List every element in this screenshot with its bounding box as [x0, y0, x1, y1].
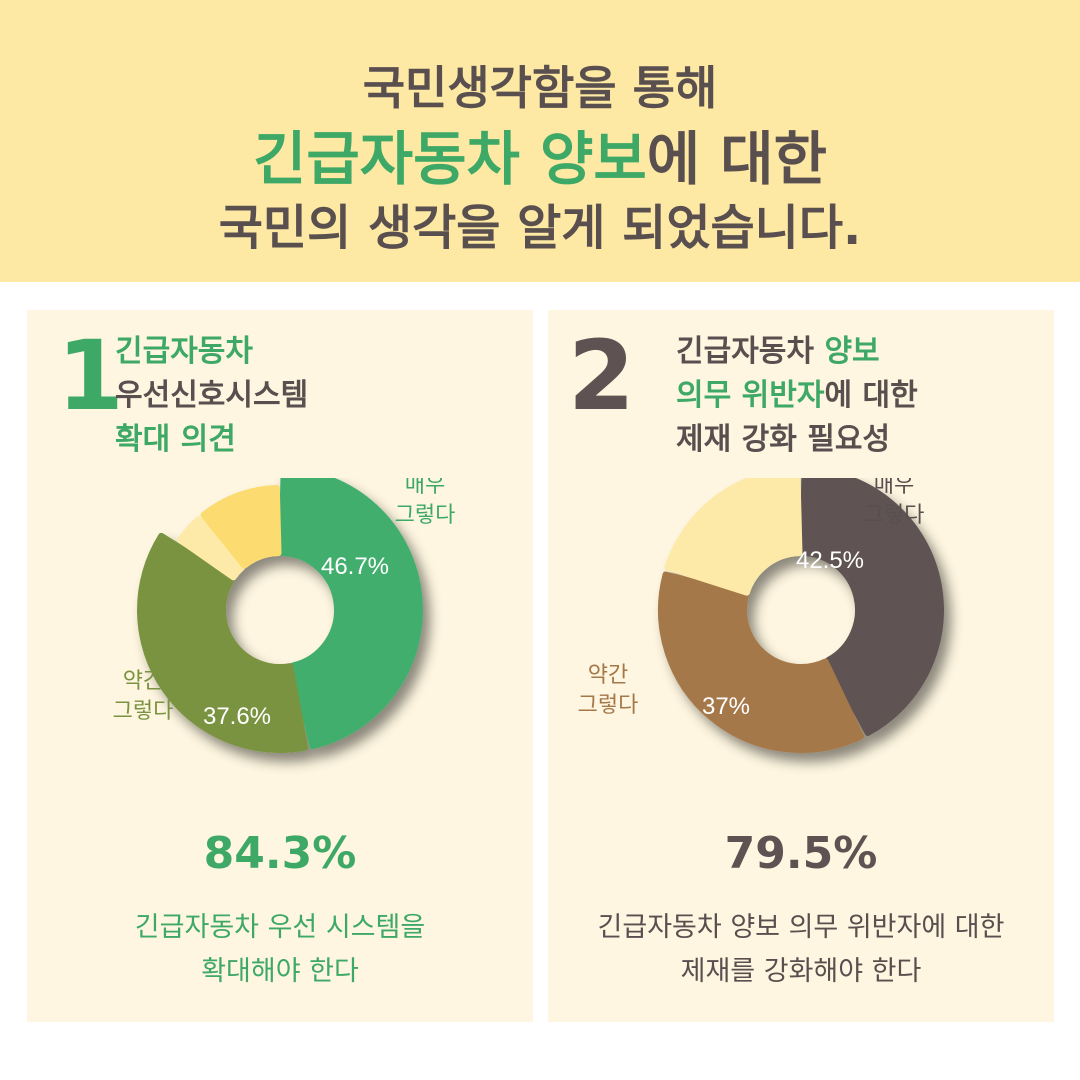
panel-1-description: 긴급자동차 우선 시스템을 확대해야 한다 [27, 906, 533, 994]
donut-1-slice-4 [200, 485, 282, 569]
donut-1-slice-2 [137, 532, 309, 753]
header-line-2-rest: 에 대한 [646, 125, 827, 193]
panel-2-number: 2 [568, 320, 635, 432]
panel-2-desc-line-1: 긴급자동차 양보 의무 위반자에 대한 [597, 912, 1005, 943]
donut-1-slice-1 [278, 478, 423, 750]
panel-2-title-2a: 의무 위반자 [676, 378, 825, 413]
panel-2-title: 긴급자동차 양보 의무 위반자에 대한 제재 강화 필요성 [676, 330, 918, 462]
header-line-2: 긴급자동차 양보에 대한 [0, 112, 1080, 196]
panel-2: 2 긴급자동차 양보 의무 위반자에 대한 제재 강화 필요성 42.5% 37%… [548, 310, 1054, 1022]
panel-1-desc-line-2: 확대해야 한다 [201, 956, 359, 987]
donut-2-slice-2 [658, 571, 865, 753]
panel-2-title-line-2: 의무 위반자에 대한 [676, 374, 918, 418]
panel-1-title: 긴급자동차 우선신호시스템 확대 의견 [115, 330, 308, 462]
donut-2-category-label-2: 약간 그렇다 [578, 663, 639, 718]
panel-2-title-line-1: 긴급자동차 양보 [676, 330, 918, 374]
panel-1-title-line-1: 긴급자동차 [115, 334, 253, 369]
header-banner: 국민생각함을 통해 긴급자동차 양보에 대한 국민의 생각을 알게 되었습니다. [0, 0, 1080, 282]
donut-2-value-label-2: 37% [702, 693, 750, 720]
panel-2-title-2b: 에 대한 [824, 378, 918, 413]
donut-2-value-label-1: 42.5% [796, 547, 864, 574]
panel-2-title-1a: 긴급자동차 [676, 334, 825, 369]
header-highlight: 긴급자동차 양보 [253, 125, 647, 193]
panel-2-description: 긴급자동차 양보 의무 위반자에 대한 제재를 강화해야 한다 [548, 906, 1054, 994]
donut-2-slice-3 [664, 478, 803, 596]
panel-1-total: 84.3% [203, 828, 357, 879]
panel-2-title-1b: 양보 [824, 334, 880, 369]
panel-2-total: 79.5% [724, 828, 878, 879]
panel-1-title-line-3: 확대 의견 [115, 422, 236, 457]
panel-1-desc-line-1: 긴급자동차 우선 시스템을 [134, 912, 426, 943]
donut-1-value-label-2: 37.6% [203, 703, 271, 730]
donut-2-category-label-1: 매우 그렇다 [864, 478, 925, 528]
panel-1-title-line-2: 우선신호시스템 [115, 378, 309, 413]
panel-1-number: 1 [57, 320, 124, 432]
header-line-3: 국민의 생각을 알게 되었습니다. [218, 200, 862, 256]
donut-1-value-label-1: 46.7% [321, 553, 389, 580]
donut-1-category-label-1: 매우 그렇다 [395, 478, 456, 528]
panel-2-title-line-3: 제재 강화 필요성 [676, 422, 891, 457]
donut-1-category-label-2: 약간 그렇다 [113, 669, 174, 724]
donut-2-slice-1 [799, 478, 944, 737]
panel-2-desc-line-2: 제재를 강화해야 한다 [680, 956, 922, 987]
header-line-1: 국민생각함을 통해 [362, 61, 718, 115]
